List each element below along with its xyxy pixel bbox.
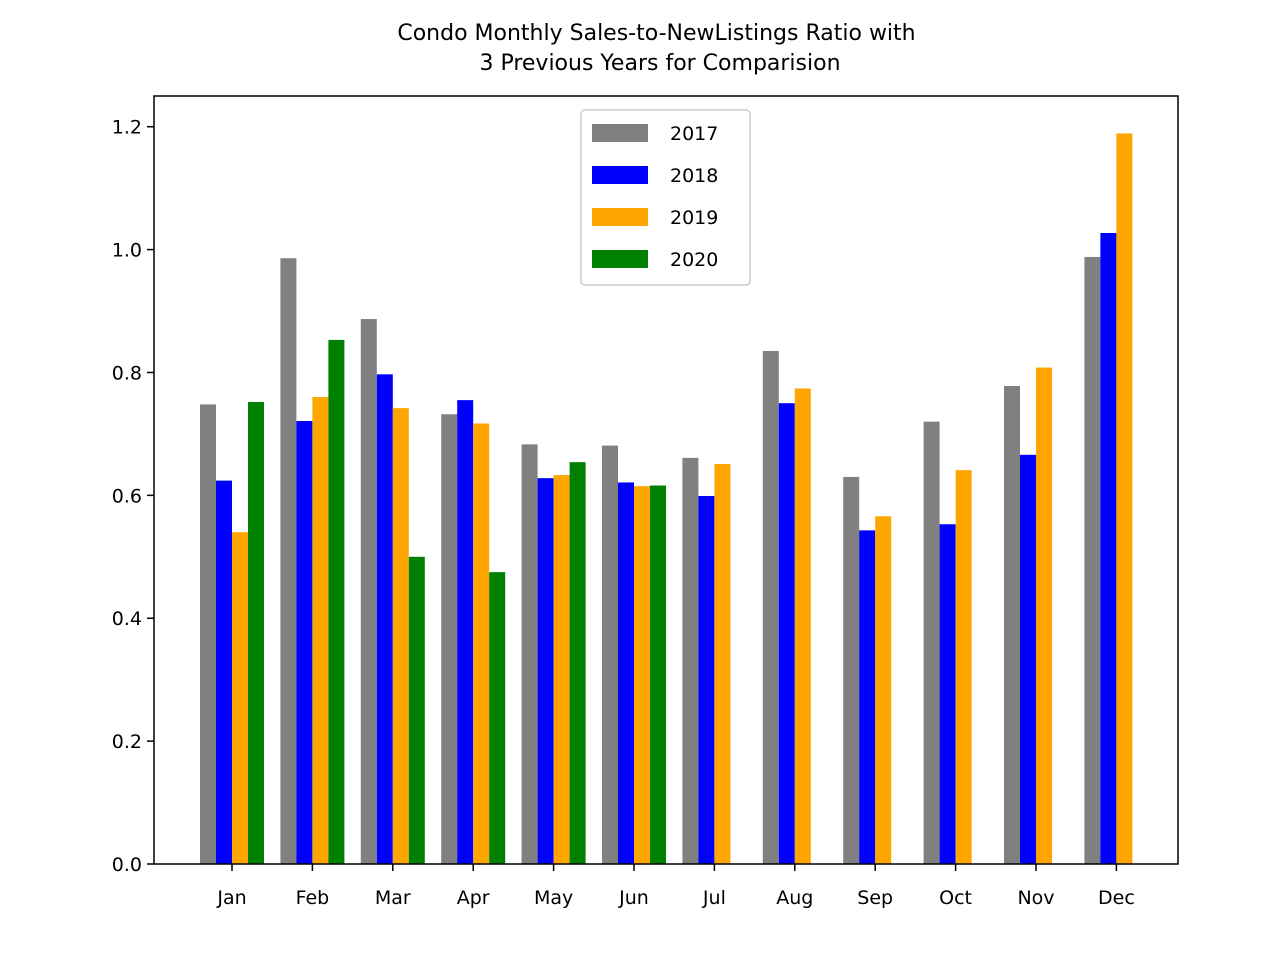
- bar-2019-feb: [312, 397, 329, 864]
- x-tick-label-jan: Jan: [216, 887, 246, 909]
- bar-2017-mar: [360, 319, 377, 864]
- x-tick-label-jul: Jul: [702, 887, 726, 909]
- bar-2018-mar: [376, 374, 393, 864]
- y-tick-label: 0.4: [112, 608, 142, 630]
- bar-2018-dec: [1100, 233, 1117, 864]
- bar-2020-may: [569, 462, 586, 864]
- bar-2019-jun: [634, 486, 650, 864]
- x-tick-label-may: May: [534, 887, 573, 909]
- legend-label-2019: 2019: [670, 207, 718, 229]
- bar-2018-jun: [618, 482, 634, 864]
- bar-2020-feb: [328, 339, 345, 864]
- bar-2017-jul: [682, 457, 699, 864]
- bar-2019-aug: [794, 388, 811, 864]
- bar-2018-jul: [698, 495, 715, 864]
- bar-2017-oct: [923, 421, 940, 864]
- bar-2017-may: [521, 444, 538, 864]
- legend: 2017 2018 2019 2020: [580, 109, 751, 286]
- bar-2017-dec: [1084, 256, 1101, 865]
- axes-frame: [153, 95, 1179, 865]
- legend-swatch-2018: [592, 166, 648, 184]
- chart-title-line-1: Condo Monthly Sales-to-NewListings Ratio…: [397, 21, 915, 46]
- bar-2019-apr: [473, 423, 490, 864]
- y-tick-label: 0.8: [112, 362, 142, 384]
- bar-2018-apr: [457, 400, 474, 864]
- legend-swatch-2019: [592, 208, 648, 226]
- x-tick-label-oct: Oct: [939, 887, 972, 909]
- x-tick-label-jun: Jun: [618, 887, 649, 909]
- y-tick-label: 0.2: [112, 731, 142, 753]
- bar-2019-may: [553, 475, 570, 864]
- y-tick-label: 1.0: [112, 240, 142, 262]
- legend-label-2017: 2017: [670, 123, 718, 145]
- x-tick-label-sep: Sep: [857, 887, 893, 909]
- bar-2018-oct: [939, 524, 956, 864]
- bar-2017-sep: [843, 476, 860, 864]
- bar-2018-jan: [216, 480, 232, 864]
- x-tick-label-dec: Dec: [1098, 887, 1135, 909]
- y-tick-label: 0.0: [112, 854, 142, 876]
- y-tick-label: 1.2: [112, 117, 142, 139]
- legend-box: [580, 109, 751, 286]
- x-tick-label-nov: Nov: [1017, 887, 1054, 909]
- plot-area: 0.0 0.2 0.4 0.6 0.8 1.0 1.2 Jan Feb Mar Apr May Jun J…: [112, 95, 1179, 909]
- x-tick-label-mar: Mar: [375, 887, 411, 909]
- bar-2019-mar: [392, 408, 409, 864]
- bar-2018-nov: [1020, 454, 1036, 864]
- x-tick-label-aug: Aug: [776, 887, 813, 909]
- bar-2018-aug: [778, 403, 795, 864]
- bar-2018-feb: [296, 421, 313, 864]
- bar-2019-nov: [1036, 367, 1052, 864]
- bar-2020-jan: [248, 401, 264, 864]
- chart-title: Condo Monthly Sales-to-NewListings Ratio…: [397, 21, 922, 76]
- legend-label-2020: 2020: [670, 249, 718, 271]
- bar-2017-feb: [280, 258, 297, 864]
- bar-2020-mar: [408, 556, 425, 864]
- bar-2019-oct: [955, 470, 972, 864]
- bar-2020-jun: [650, 485, 666, 864]
- bar-2019-jan: [232, 532, 248, 864]
- bar-2019-dec: [1116, 133, 1133, 865]
- bar-2017-apr: [441, 414, 458, 864]
- bar-2017-jan: [200, 404, 216, 864]
- bar-2017-aug: [762, 350, 779, 865]
- bar-2020-apr: [489, 572, 506, 864]
- x-tick-label-apr: Apr: [457, 887, 490, 909]
- chart-title-line-2: 3 Previous Years for Comparision: [479, 51, 840, 76]
- legend-swatch-2020: [592, 250, 648, 268]
- legend-swatch-2017: [592, 124, 648, 142]
- bar-2018-may: [537, 478, 554, 864]
- bar-2019-sep: [875, 516, 892, 864]
- y-tick-label: 0.6: [112, 485, 142, 507]
- bar-2018-sep: [859, 530, 876, 864]
- bar-2017-jun: [602, 445, 618, 864]
- x-tick-label-feb: Feb: [296, 887, 330, 909]
- legend-label-2018: 2018: [670, 165, 718, 187]
- bar-2017-nov: [1004, 386, 1020, 864]
- bar-2019-jul: [714, 464, 731, 864]
